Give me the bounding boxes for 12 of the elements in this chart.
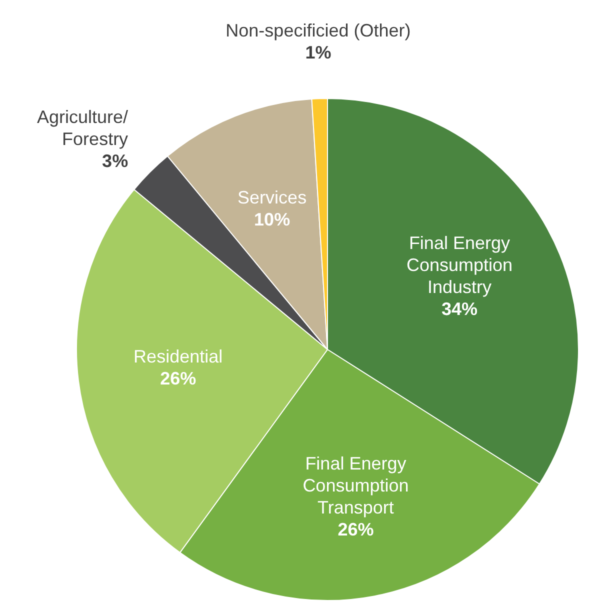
slice-label: Final Energy Consumption Industry	[406, 232, 513, 297]
slice-label: Non-specificied (Other)	[226, 20, 411, 40]
slice-label: Agriculture/Forestry	[37, 107, 128, 150]
data-label: 1%	[305, 42, 332, 62]
slice-label: Final Energy Consumption Transport	[302, 453, 409, 518]
data-label: 34%	[441, 298, 478, 319]
slice-label: Services	[238, 187, 307, 208]
slice-label: Residential	[134, 346, 223, 366]
data-label: 26%	[160, 368, 196, 388]
data-label: 26%	[338, 519, 374, 540]
data-label: 10%	[254, 209, 290, 230]
data-label: 3%	[102, 151, 128, 172]
